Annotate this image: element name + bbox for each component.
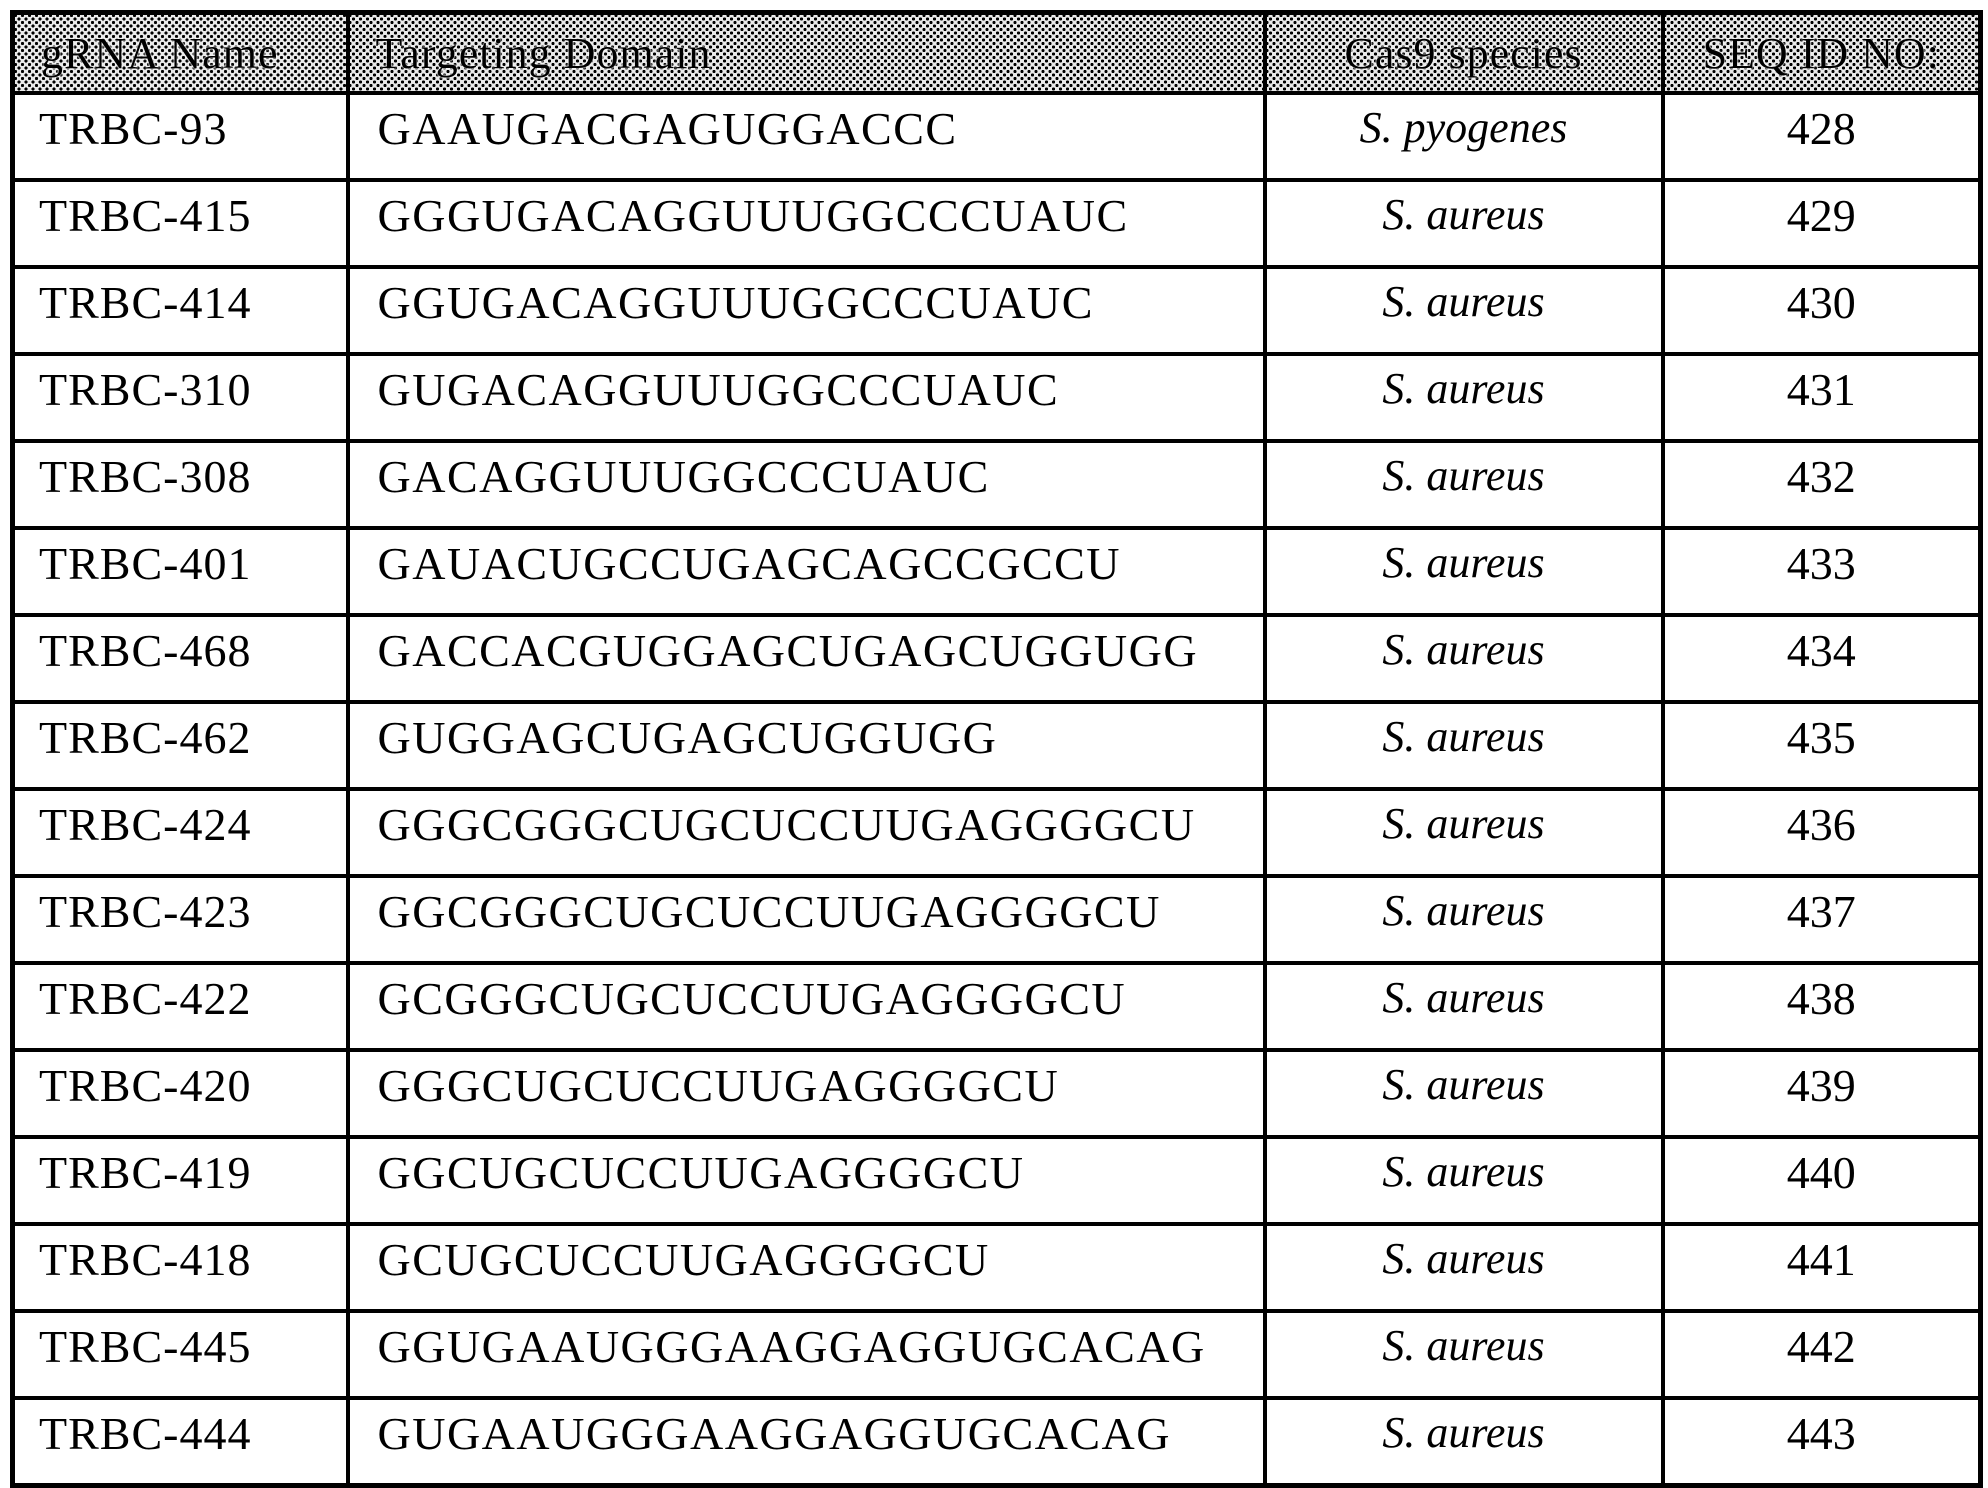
grna-name-cell: TRBC-419 [10,1135,350,1226]
targeting-domain-cell: GAAUGACGAGUGGACCC [345,91,1267,182]
grna-name-cell: TRBC-424 [10,787,350,878]
table-row: TRBC-418 GCUGCUCCUUGAGGGGCU S. aureus 44… [10,1222,1983,1313]
grna-name-cell: TRBC-462 [10,700,350,791]
cas9-species-cell: S. aureus [1262,1396,1665,1488]
cas9-species-cell: S. pyogenes [1262,91,1665,182]
seq-id-cell: 436 [1660,787,1983,878]
cas9-species-cell: S. aureus [1262,1135,1665,1226]
header-grna-name: gRNA Name [10,10,350,95]
table-row: TRBC-444 GUGAAUGGGAAGGAGGUGCACAG S. aure… [10,1396,1983,1488]
table-row: TRBC-308 GACAGGUUUGGCCCUAUC S. aureus 43… [10,439,1983,530]
targeting-domain-cell: GCGGGCUGCUCCUUGAGGGGCU [345,961,1267,1052]
grna-name-cell: TRBC-418 [10,1222,350,1313]
table-row: TRBC-423 GGCGGGCUGCUCCUUGAGGGGCU S. aure… [10,874,1983,965]
grna-name-cell: TRBC-423 [10,874,350,965]
seq-id-cell: 433 [1660,526,1983,617]
cas9-species-cell: S. aureus [1262,874,1665,965]
table-row: TRBC-310 GUGACAGGUUUGGCCCUAUC S. aureus … [10,352,1983,443]
table-row: TRBC-414 GGUGACAGGUUUGGCCCUAUC S. aureus… [10,265,1983,356]
targeting-domain-cell: GGUGACAGGUUUGGCCCUAUC [345,265,1267,356]
grna-table: gRNA Name Targeting Domain Cas9 species … [10,10,1983,1488]
header-targeting-domain: Targeting Domain [345,10,1267,95]
cas9-species-cell: S. aureus [1262,1222,1665,1313]
table-row: TRBC-445 GGUGAAUGGGAAGGAGGUGCACAG S. aur… [10,1309,1983,1400]
grna-name-cell: TRBC-422 [10,961,350,1052]
targeting-domain-cell: GGCUGCUCCUUGAGGGGCU [345,1135,1267,1226]
table-row: TRBC-419 GGCUGCUCCUUGAGGGGCU S. aureus 4… [10,1135,1983,1226]
header-cas9-species: Cas9 species [1262,10,1665,95]
targeting-domain-cell: GGCGGGCUGCUCCUUGAGGGGCU [345,874,1267,965]
grna-name-cell: TRBC-468 [10,613,350,704]
targeting-domain-cell: GGGUGACAGGUUUGGCCCUAUC [345,178,1267,269]
cas9-species-cell: S. aureus [1262,526,1665,617]
seq-id-cell: 443 [1660,1396,1983,1488]
cas9-species-cell: S. aureus [1262,700,1665,791]
cas9-species-cell: S. aureus [1262,787,1665,878]
grna-name-cell: TRBC-415 [10,178,350,269]
cas9-species-cell: S. aureus [1262,613,1665,704]
seq-id-cell: 440 [1660,1135,1983,1226]
seq-id-cell: 429 [1660,178,1983,269]
grna-name-cell: TRBC-420 [10,1048,350,1139]
grna-name-cell: TRBC-308 [10,439,350,530]
grna-name-cell: TRBC-445 [10,1309,350,1400]
seq-id-cell: 439 [1660,1048,1983,1139]
seq-id-cell: 438 [1660,961,1983,1052]
cas9-species-cell: S. aureus [1262,178,1665,269]
targeting-domain-cell: GUGACAGGUUUGGCCCUAUC [345,352,1267,443]
targeting-domain-cell: GAUACUGCCUGAGCAGCCGCCU [345,526,1267,617]
seq-id-cell: 430 [1660,265,1983,356]
table-row: TRBC-462 GUGGAGCUGAGCUGGUGG S. aureus 43… [10,700,1983,791]
cas9-species-cell: S. aureus [1262,352,1665,443]
seq-id-cell: 431 [1660,352,1983,443]
cas9-species-cell: S. aureus [1262,961,1665,1052]
targeting-domain-cell: GGUGAAUGGGAAGGAGGUGCACAG [345,1309,1267,1400]
table-row: TRBC-468 GACCACGUGGAGCUGAGCUGGUGG S. aur… [10,613,1983,704]
targeting-domain-cell: GUGGAGCUGAGCUGGUGG [345,700,1267,791]
grna-name-cell: TRBC-401 [10,526,350,617]
table-row: TRBC-422 GCGGGCUGCUCCUUGAGGGGCU S. aureu… [10,961,1983,1052]
targeting-domain-cell: GACCACGUGGAGCUGAGCUGGUGG [345,613,1267,704]
seq-id-cell: 437 [1660,874,1983,965]
grna-name-cell: TRBC-444 [10,1396,350,1488]
cas9-species-cell: S. aureus [1262,265,1665,356]
targeting-domain-cell: GACAGGUUUGGCCCUAUC [345,439,1267,530]
seq-id-cell: 434 [1660,613,1983,704]
grna-name-cell: TRBC-93 [10,91,350,182]
table-row: TRBC-401 GAUACUGCCUGAGCAGCCGCCU S. aureu… [10,526,1983,617]
cas9-species-cell: S. aureus [1262,439,1665,530]
seq-id-cell: 435 [1660,700,1983,791]
grna-name-cell: TRBC-310 [10,352,350,443]
seq-id-cell: 442 [1660,1309,1983,1400]
grna-name-cell: TRBC-414 [10,265,350,356]
targeting-domain-cell: GUGAAUGGGAAGGAGGUGCACAG [345,1396,1267,1488]
table-row: TRBC-415 GGGUGACAGGUUUGGCCCUAUC S. aureu… [10,178,1983,269]
header-seq-id-no: SEQ ID NO: [1660,10,1983,95]
targeting-domain-cell: GGGCGGGCUGCUCCUUGAGGGGCU [345,787,1267,878]
cas9-species-cell: S. aureus [1262,1309,1665,1400]
seq-id-cell: 432 [1660,439,1983,530]
table-header-row: gRNA Name Targeting Domain Cas9 species … [10,10,1983,95]
targeting-domain-cell: GGGCUGCUCCUUGAGGGGCU [345,1048,1267,1139]
seq-id-cell: 441 [1660,1222,1983,1313]
targeting-domain-cell: GCUGCUCCUUGAGGGGCU [345,1222,1267,1313]
table-row: TRBC-424 GGGCGGGCUGCUCCUUGAGGGGCU S. aur… [10,787,1983,878]
seq-id-cell: 428 [1660,91,1983,182]
cas9-species-cell: S. aureus [1262,1048,1665,1139]
table-row: TRBC-420 GGGCUGCUCCUUGAGGGGCU S. aureus … [10,1048,1983,1139]
table-row: TRBC-93 GAAUGACGAGUGGACCC S. pyogenes 42… [10,91,1983,182]
